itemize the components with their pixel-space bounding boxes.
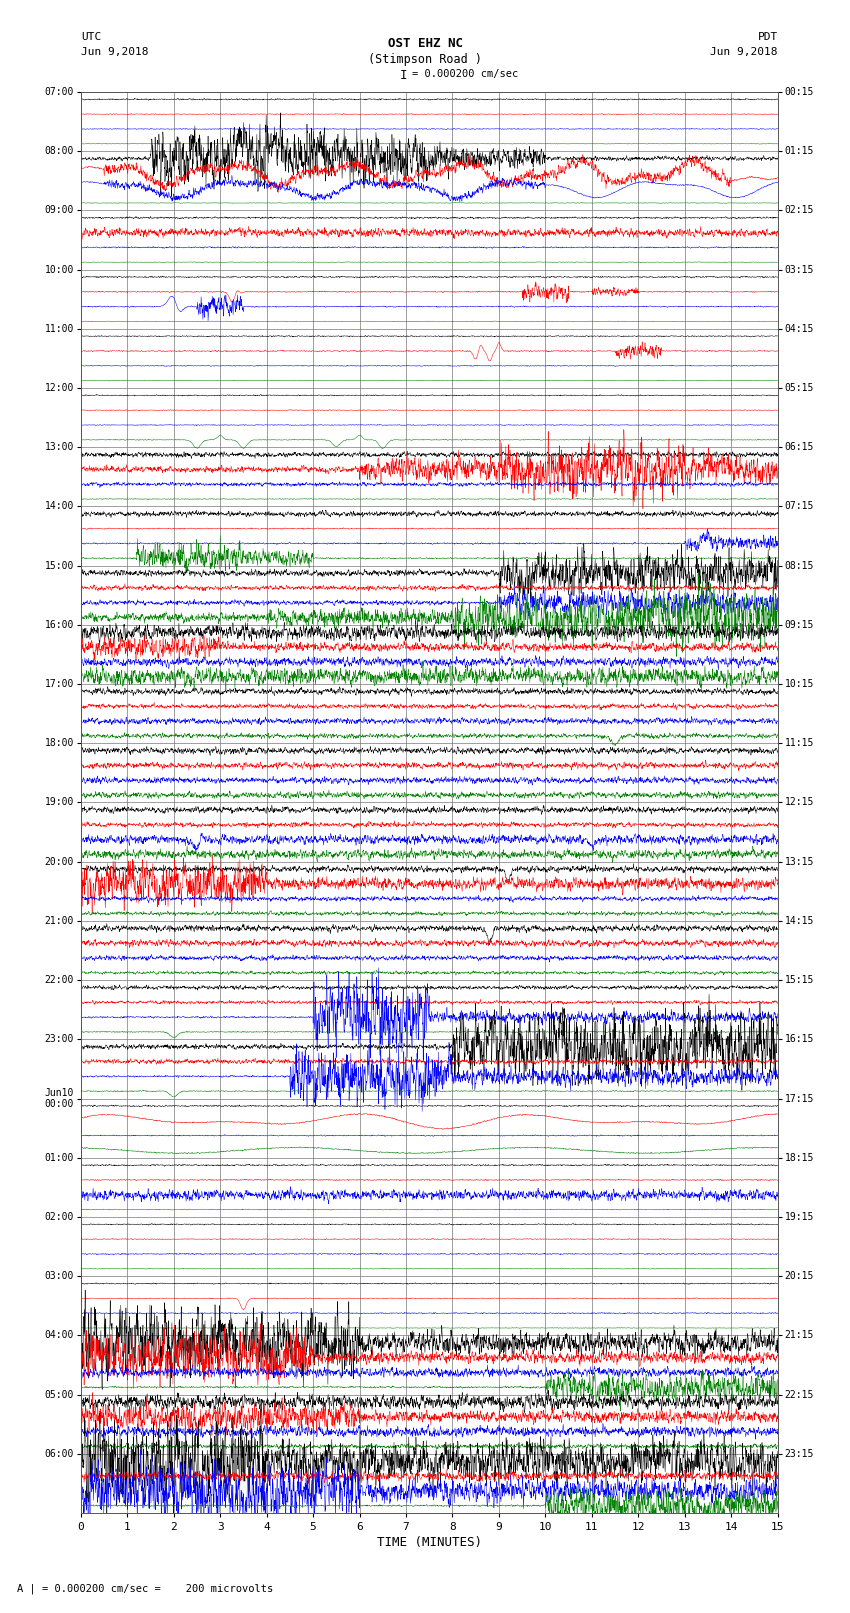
- Text: I: I: [400, 69, 407, 82]
- Text: Jun 9,2018: Jun 9,2018: [81, 47, 148, 56]
- Text: PDT: PDT: [757, 32, 778, 42]
- Text: OST EHZ NC: OST EHZ NC: [388, 37, 462, 50]
- Text: A | = 0.000200 cm/sec =    200 microvolts: A | = 0.000200 cm/sec = 200 microvolts: [17, 1582, 273, 1594]
- Text: (Stimpson Road ): (Stimpson Road ): [368, 53, 482, 66]
- Text: Jun 9,2018: Jun 9,2018: [711, 47, 778, 56]
- Text: = 0.000200 cm/sec: = 0.000200 cm/sec: [412, 69, 518, 79]
- Text: UTC: UTC: [81, 32, 101, 42]
- X-axis label: TIME (MINUTES): TIME (MINUTES): [377, 1536, 482, 1548]
